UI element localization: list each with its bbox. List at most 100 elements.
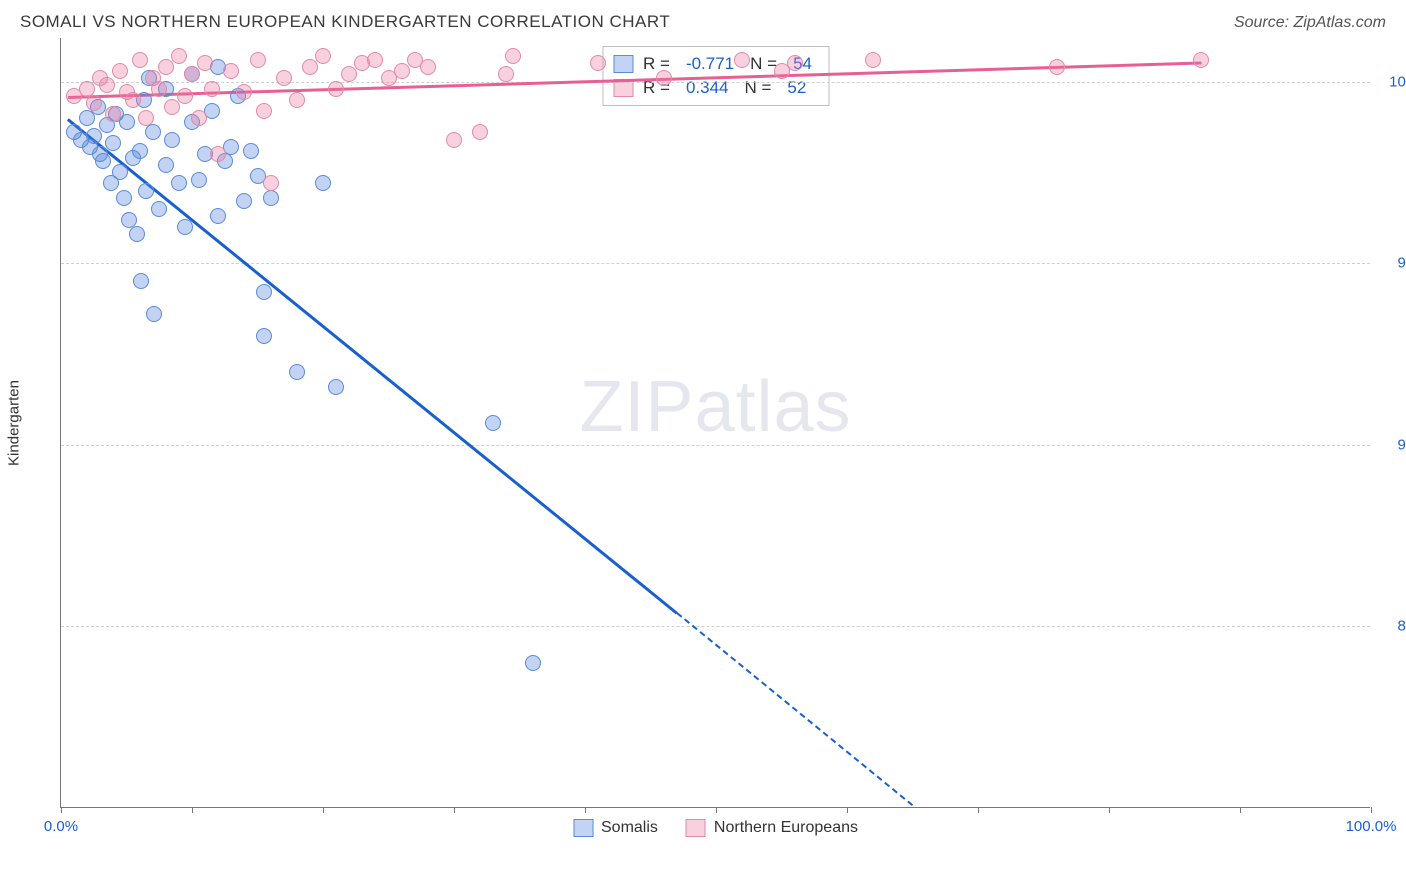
data-point [151,81,167,97]
data-point [86,95,102,111]
x-tick-mark [847,807,848,813]
data-point [132,52,148,68]
data-point [105,106,121,122]
x-tick-mark [61,807,62,813]
gridline [61,626,1370,627]
data-point [95,153,111,169]
data-point [289,92,305,108]
x-tick-mark [716,807,717,813]
data-point [263,175,279,191]
data-point [236,193,252,209]
data-point [256,328,272,344]
legend-item: Somalis [573,819,658,837]
legend-label: Somalis [601,819,658,837]
x-tick-mark [1109,807,1110,813]
y-axis-label: Kindergarten [6,380,23,466]
data-point [132,143,148,159]
data-point [420,59,436,75]
y-tick-label: 90.0% [1380,436,1406,453]
data-point [485,415,501,431]
data-point [171,175,187,191]
x-tick-mark [1240,807,1241,813]
data-point [86,128,102,144]
data-point [223,63,239,79]
data-point [129,226,145,242]
x-tick-mark [323,807,324,813]
data-point [158,157,174,173]
y-tick-label: 85.0% [1380,618,1406,635]
data-point [151,201,167,217]
data-point [328,379,344,395]
data-point [191,172,207,188]
data-point [446,132,462,148]
data-point [145,124,161,140]
x-tick-label: 100.0% [1346,818,1397,835]
data-point [394,63,410,79]
data-point [116,190,132,206]
legend-swatch [686,819,706,837]
series-swatch [613,55,633,73]
trend-line [67,118,678,614]
r-value: -0.771 [680,54,740,74]
data-point [1193,52,1209,68]
data-point [210,146,226,162]
data-point [263,190,279,206]
data-point [125,92,141,108]
x-tick-mark [454,807,455,813]
data-point [734,52,750,68]
data-point [328,81,344,97]
data-point [197,55,213,71]
data-point [656,70,672,86]
data-point [99,77,115,93]
legend-label: Northern Europeans [714,819,858,837]
x-tick-mark [192,807,193,813]
gridline [61,82,1370,83]
x-tick-mark [1371,807,1372,813]
data-point [138,110,154,126]
x-tick-mark [585,807,586,813]
data-point [112,164,128,180]
data-point [525,655,541,671]
data-point [315,48,331,64]
data-point [204,81,220,97]
data-point [472,124,488,140]
gridline [61,263,1370,264]
chart-source: Source: ZipAtlas.com [1234,14,1386,32]
chart-header: SOMALI VS NORTHERN EUROPEAN KINDERGARTEN… [0,0,1406,38]
trend-line [676,612,913,806]
legend-item: Northern Europeans [686,819,858,837]
data-point [177,219,193,235]
data-point [105,135,121,151]
chart-legend: Somalis Northern Europeans [573,819,858,837]
data-point [133,273,149,289]
data-point [158,59,174,75]
y-tick-label: 95.0% [1380,255,1406,272]
scatter-plot: ZIPatlas R =-0.771N =54R =0.344N =52 Som… [60,38,1370,808]
data-point [276,70,292,86]
data-point [865,52,881,68]
data-point [341,66,357,82]
data-point [121,212,137,228]
data-point [289,364,305,380]
data-point [146,306,162,322]
data-point [177,88,193,104]
data-point [256,103,272,119]
data-point [138,183,154,199]
data-point [367,52,383,68]
data-point [505,48,521,64]
chart-container: Kindergarten ZIPatlas R =-0.771N =54R =0… [20,38,1386,808]
legend-swatch [573,819,593,837]
data-point [1049,59,1065,75]
data-point [250,52,266,68]
data-point [302,59,318,75]
data-point [171,48,187,64]
data-point [315,175,331,191]
y-tick-label: 100.0% [1380,73,1406,90]
data-point [164,99,180,115]
gridline [61,445,1370,446]
data-point [590,55,606,71]
x-tick-label: 0.0% [44,818,78,835]
data-point [210,208,226,224]
data-point [498,66,514,82]
data-point [184,66,200,82]
